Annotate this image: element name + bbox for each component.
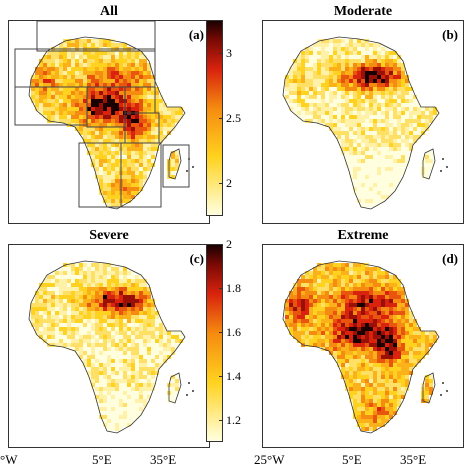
colorbar-tick-mark [219,420,223,421]
panel-title-b: Moderate [333,4,393,19]
panel-title-a: All [100,4,118,19]
x-label-right-2: 35°E [400,452,427,467]
panel-title-d: Extreme [337,228,389,243]
x-label-left-1: 5°E [92,452,112,467]
colorbar-tick-mark [219,244,223,245]
x-label-left-0: °W [0,452,18,467]
colorbar-tick-label: 2 [226,237,232,251]
colorbar-tick-label: 1.8 [226,281,241,295]
colorbar-tick-mark [219,52,223,54]
africa-map-a [14,21,194,210]
colorbar-tick-mark [219,288,223,289]
colorbar-tick-label: 1.6 [226,325,241,339]
colorbar-tick-mark [219,183,223,185]
africa-map-b [282,36,448,210]
x-label-left-2: 35°E [150,452,177,467]
africa-map-d [282,260,448,434]
colorbar-tick-mark [219,332,223,333]
colorbar-tick-mark [219,118,223,119]
panel-label-b: (b) [442,27,458,42]
map-panel-a: (a) [8,20,210,224]
x-label-right-0: 25°W [254,452,285,467]
panel-title-c: Severe [89,228,129,243]
panel-label-d: (d) [442,251,458,266]
panel-label-a: (a) [188,27,204,42]
map-panel-c: (c) [8,244,210,448]
colorbar-bottom [206,244,223,442]
map-panel-b: (b) [262,20,464,224]
colorbar-tick-label: 1.2 [226,413,241,427]
colorbar-tick-label: 1.4 [226,369,241,383]
colorbar-tick-label: 3 [226,45,232,60]
colorbar-tick-label: 2.5 [226,111,241,125]
colorbar-tick-label: 2 [226,176,232,191]
colorbar-tick-mark [219,376,223,377]
map-panel-d: (d) [262,244,464,448]
africa-map-c [28,260,194,434]
x-label-right-1: 5°E [342,452,362,467]
panel-label-c: (c) [189,251,204,266]
region-boxes [14,21,190,208]
